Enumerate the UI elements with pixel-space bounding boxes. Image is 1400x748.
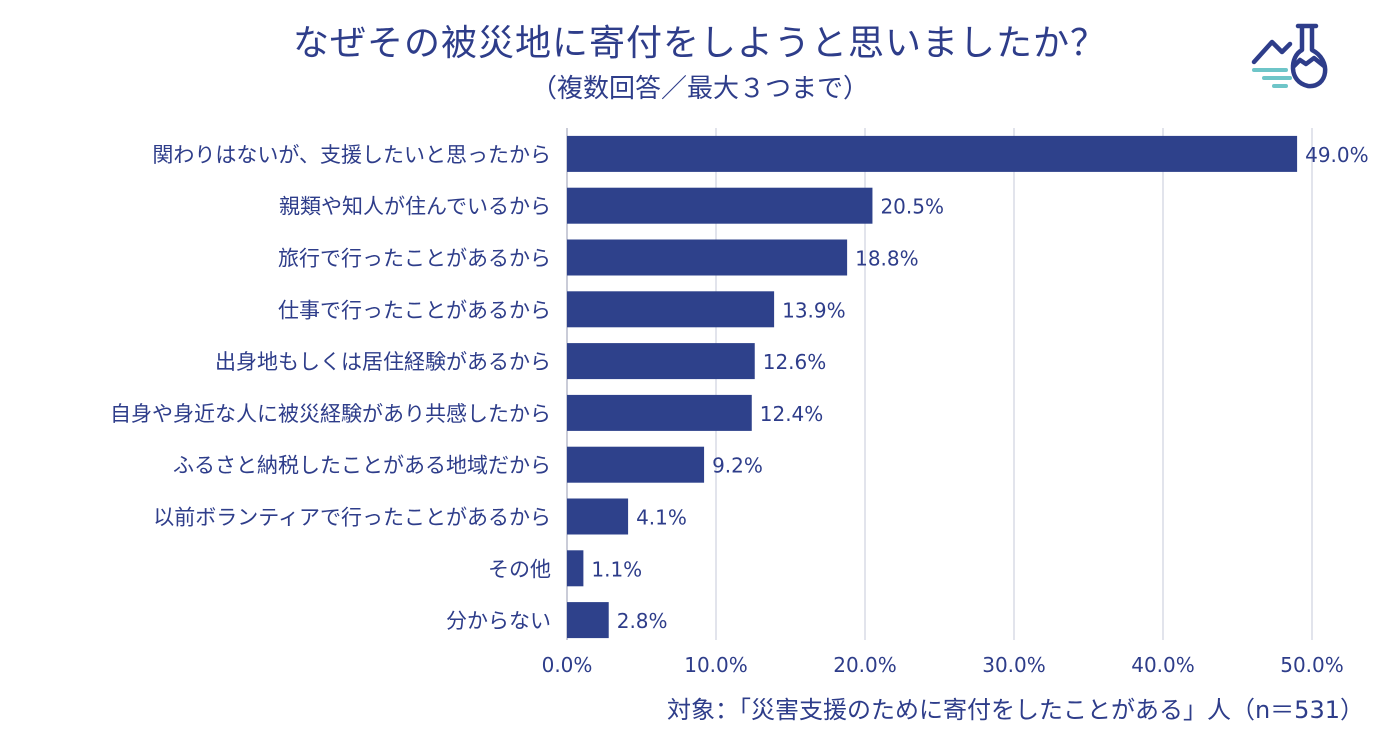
category-label: 分からない bbox=[446, 609, 551, 633]
data-label: 2.8% bbox=[617, 609, 668, 633]
bar bbox=[567, 550, 584, 587]
bar bbox=[567, 135, 1298, 172]
x-tick-label: 0.0% bbox=[542, 653, 593, 677]
x-tick-label: 50.0% bbox=[1280, 653, 1344, 677]
category-label: ふるさと納税したことがある地域だから bbox=[173, 454, 551, 478]
bar bbox=[567, 602, 609, 639]
chart-footnote: 対象：「災害支援のために寄付をしたことがある」人（n＝531） bbox=[666, 696, 1364, 724]
data-label: 13.9% bbox=[782, 298, 846, 322]
category-label: 以前ボランティアで行ったことがあるから bbox=[153, 506, 551, 530]
category-label: 自身や身近な人に被災経験があり共感したから bbox=[110, 402, 551, 426]
chart-subtitle: （複数回答／最大３つまで） bbox=[530, 74, 869, 104]
data-label: 12.6% bbox=[763, 350, 827, 374]
mountain-flask-icon bbox=[1251, 23, 1328, 89]
bar bbox=[567, 187, 873, 224]
x-tick-label: 20.0% bbox=[833, 653, 897, 677]
data-label: 49.0% bbox=[1305, 143, 1369, 167]
chart-title: なぜその被災地に寄付をしようと思いましたか？ bbox=[292, 23, 1107, 64]
data-label: 20.5% bbox=[880, 195, 944, 219]
category-label: 旅行で行ったことがあるから bbox=[278, 247, 551, 271]
x-tick-label: 10.0% bbox=[684, 653, 748, 677]
data-label: 1.1% bbox=[591, 557, 642, 581]
category-label: その他 bbox=[488, 557, 551, 581]
data-label: 12.4% bbox=[760, 402, 824, 426]
bar bbox=[567, 394, 752, 431]
x-tick-label: 30.0% bbox=[982, 653, 1046, 677]
bar bbox=[567, 498, 629, 535]
data-label: 18.8% bbox=[855, 247, 919, 271]
bar bbox=[567, 343, 755, 380]
bar bbox=[567, 446, 705, 483]
x-tick-label: 40.0% bbox=[1131, 653, 1195, 677]
category-label: 仕事で行ったことがあるから bbox=[278, 298, 551, 322]
category-label: 出身地もしくは居住経験があるから bbox=[215, 350, 551, 374]
category-label: 親類や知人が住んでいるから bbox=[279, 195, 551, 219]
data-label: 4.1% bbox=[636, 506, 687, 530]
bar bbox=[567, 291, 775, 328]
data-label: 9.2% bbox=[712, 454, 763, 478]
category-label: 関わりはないが、支援したいと思ったから bbox=[152, 143, 551, 167]
bar bbox=[567, 239, 848, 276]
